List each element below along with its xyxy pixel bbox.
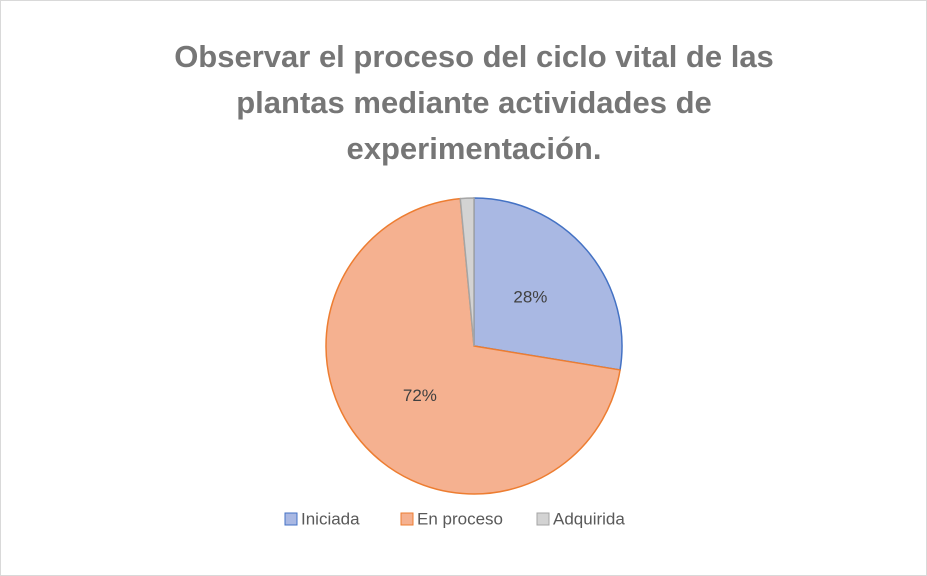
legend-swatch — [284, 512, 298, 526]
data-label: 28% — [513, 288, 547, 307]
legend-label: En proceso — [417, 509, 503, 528]
data-label: 72% — [403, 386, 437, 405]
legend-label: Adquirida — [553, 509, 625, 528]
legend-swatch — [536, 512, 550, 526]
legend-swatch — [400, 512, 414, 526]
legend-label: Iniciada — [301, 509, 360, 528]
pie-slice — [325, 197, 621, 495]
pie-slice — [473, 197, 623, 371]
pie-slice — [459, 197, 475, 347]
chart-title: Observar el proceso del ciclo vital de l… — [174, 39, 774, 166]
